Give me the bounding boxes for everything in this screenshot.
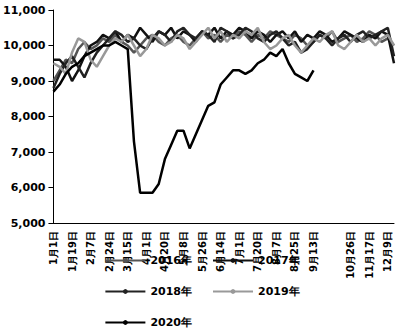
svg-text:5月26日: 5月26日 bbox=[197, 231, 208, 272]
svg-text:4月20日: 4月20日 bbox=[159, 231, 171, 272]
svg-text:11,000: 11,000 bbox=[3, 4, 46, 17]
svg-text:8,000: 8,000 bbox=[11, 110, 46, 123]
svg-text:11月17日: 11月17日 bbox=[364, 231, 375, 279]
svg-text:9,000: 9,000 bbox=[11, 75, 46, 88]
svg-text:9月13日: 9月13日 bbox=[308, 231, 319, 272]
svg-text:7月20日: 7月20日 bbox=[252, 231, 264, 272]
svg-text:7,000: 7,000 bbox=[11, 146, 46, 159]
svg-text:10月26日: 10月26日 bbox=[345, 231, 356, 279]
svg-text:1月19日: 1月19日 bbox=[67, 231, 78, 272]
svg-text:8月25日: 8月25日 bbox=[289, 231, 301, 272]
svg-text:5月8日: 5月8日 bbox=[178, 231, 189, 265]
svg-text:7月1日: 7月1日 bbox=[233, 231, 245, 265]
svg-text:5,000: 5,000 bbox=[11, 217, 46, 230]
svg-text:2019年: 2019年 bbox=[258, 285, 300, 298]
svg-text:2017年: 2017年 bbox=[258, 254, 300, 267]
svg-text:10,000: 10,000 bbox=[3, 39, 46, 52]
svg-text:3月15日: 3月15日 bbox=[122, 231, 133, 272]
svg-text:6月14日: 6月14日 bbox=[215, 231, 226, 272]
svg-text:6,000: 6,000 bbox=[11, 181, 46, 194]
svg-text:12月9日: 12月9日 bbox=[382, 231, 393, 272]
svg-text:8月7日: 8月7日 bbox=[270, 231, 282, 265]
svg-text:4月1日: 4月1日 bbox=[140, 231, 152, 265]
svg-text:2月7日: 2月7日 bbox=[85, 231, 96, 265]
svg-text:1月1日: 1月1日 bbox=[48, 231, 59, 265]
svg-text:2月24日: 2月24日 bbox=[104, 231, 115, 272]
svg-text:2020年: 2020年 bbox=[150, 316, 192, 329]
svg-text:2016年: 2016年 bbox=[150, 254, 192, 267]
svg-text:2018年: 2018年 bbox=[150, 285, 192, 298]
